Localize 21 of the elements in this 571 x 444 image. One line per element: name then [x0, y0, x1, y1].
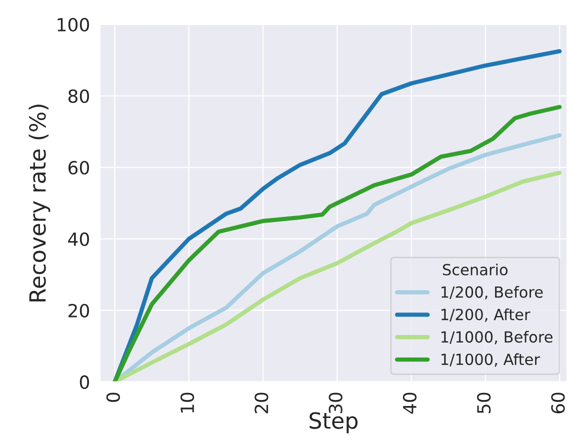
legend-label: 1/200, Before — [442, 286, 543, 300]
legend-title: Scenario — [442, 264, 508, 276]
x-axis-title: Step — [310, 412, 358, 434]
x-tick-label: 10 — [180, 392, 194, 413]
legend-label: 1/200, After — [442, 308, 530, 322]
line-series — [112, 49, 562, 382]
y-tick-label: 100 — [58, 18, 90, 32]
x-tick-label: 60 — [551, 392, 565, 414]
x-tick-label: 50 — [477, 392, 491, 414]
y-tick-label: 20 — [68, 304, 90, 318]
y-tick-label: 60 — [68, 160, 90, 175]
y-tick-label: 0 — [80, 375, 90, 389]
x-tick-label: 0 — [106, 392, 120, 402]
y-tick-label: 80 — [68, 89, 90, 104]
x-tick-label: 20 — [254, 392, 268, 414]
legend-label: 1/1000, Before — [442, 330, 552, 344]
y-axis-title: Recovery rate (%) — [28, 104, 50, 302]
y-tick-label: 40 — [68, 232, 90, 246]
x-tick-label: 30 — [328, 392, 342, 414]
x-tick-label: 40 — [402, 392, 417, 414]
legend-label: 1/1000, After — [442, 353, 540, 367]
